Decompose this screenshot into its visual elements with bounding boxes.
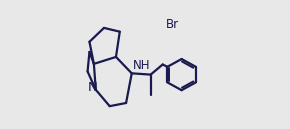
Text: Br: Br	[166, 18, 179, 31]
Text: N: N	[88, 81, 98, 94]
Text: NH: NH	[133, 59, 151, 72]
